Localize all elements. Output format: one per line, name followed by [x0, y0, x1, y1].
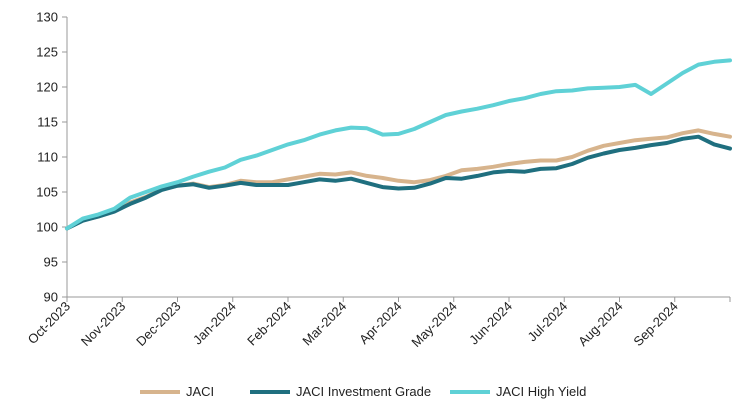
- y-tick-label: 120: [36, 80, 58, 95]
- series-line-0: [65, 128, 732, 231]
- legend-label: JACI High Yield: [496, 384, 586, 399]
- y-axis-ticks: 90 95 100 105 110 115 120 125 130: [36, 10, 67, 305]
- x-tick-label: Apr-2024: [356, 299, 404, 347]
- x-axis-ticks: Oct-2023 Nov-2023 Dec-2023 Jan-2024 Feb-2024…: [25, 297, 731, 350]
- legend-label: JACI Investment Grade: [296, 384, 431, 399]
- x-tick-label: Oct-2023: [25, 299, 73, 347]
- x-tick-label: Dec-2023: [133, 299, 183, 349]
- y-tick-label: 125: [36, 45, 58, 60]
- y-tick-label: 105: [36, 185, 58, 200]
- x-tick-label: May-2024: [408, 299, 459, 350]
- x-tick-label: Feb-2024: [244, 299, 294, 349]
- y-tick-label: 115: [37, 115, 58, 130]
- x-tick-label: Jan-2024: [190, 299, 239, 348]
- series-layer: [65, 58, 732, 231]
- x-tick-label: Jul-2024: [524, 299, 570, 345]
- y-tick-label: 110: [37, 150, 58, 165]
- series-line-1: [65, 134, 732, 231]
- y-tick-label: 95: [44, 255, 58, 270]
- y-tick-label: 100: [36, 220, 58, 235]
- legend-label: JACI: [186, 384, 214, 399]
- y-tick-label: 90: [44, 290, 58, 305]
- y-tick-label: 130: [36, 10, 58, 25]
- x-tick-label: Jun-2024: [466, 299, 515, 348]
- x-tick-label: Mar-2024: [299, 299, 349, 349]
- x-tick-label: Sep-2024: [630, 299, 680, 349]
- x-tick-label: Nov-2023: [78, 299, 128, 349]
- series-line-2: [65, 58, 732, 231]
- legend: JACI JACI Investment Grade JACI High Yield: [140, 384, 586, 399]
- x-tick-label: Aug-2024: [575, 299, 625, 349]
